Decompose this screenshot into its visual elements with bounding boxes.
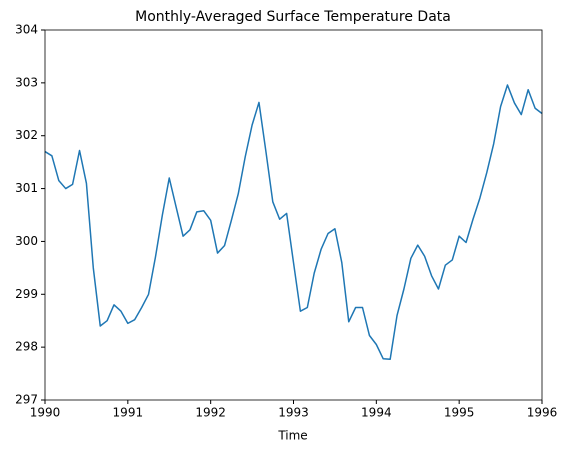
- y-tick-label: 297: [15, 393, 38, 407]
- plot-frame: [44, 29, 543, 401]
- y-tick-label: 301: [15, 181, 38, 195]
- data-line: [44, 84, 543, 361]
- x-axis-label: Time: [277, 429, 307, 443]
- x-tick-label: 1992: [195, 406, 226, 420]
- chart-title: Monthly-Averaged Surface Temperature Dat…: [135, 9, 451, 25]
- x-tick-label: 1994: [361, 406, 392, 420]
- y-tick-label: 298: [15, 340, 38, 354]
- y-tick-label: 302: [15, 128, 38, 142]
- x-tick-label: 1990: [30, 406, 61, 420]
- x-tick-label: 1996: [527, 406, 558, 420]
- x-tick-label: 1995: [444, 406, 475, 420]
- x-tick-label: 1993: [278, 406, 309, 420]
- y-tick-label: 304: [15, 23, 38, 37]
- y-tick-label: 300: [15, 234, 38, 248]
- y-tick-label: 303: [15, 75, 38, 89]
- x-tick-label: 1991: [113, 406, 144, 420]
- y-tick-label: 299: [15, 287, 38, 301]
